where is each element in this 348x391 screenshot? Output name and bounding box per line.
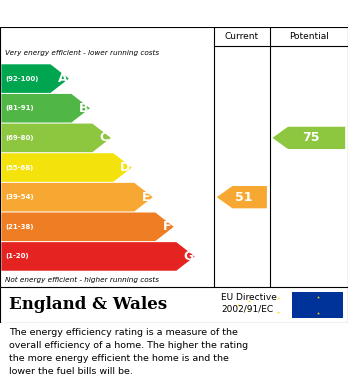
Polygon shape: [1, 212, 174, 241]
Text: B: B: [79, 102, 88, 115]
Text: (39-54): (39-54): [6, 194, 34, 200]
Text: Not energy efficient - higher running costs: Not energy efficient - higher running co…: [5, 277, 159, 283]
Text: Energy Efficiency Rating: Energy Efficiency Rating: [9, 6, 219, 21]
Text: 75: 75: [302, 131, 320, 144]
Text: Current: Current: [225, 32, 259, 41]
Text: G: G: [183, 250, 193, 263]
FancyBboxPatch shape: [292, 292, 343, 318]
Polygon shape: [1, 183, 153, 212]
Text: Potential: Potential: [289, 32, 329, 41]
Text: A: A: [58, 72, 67, 85]
Polygon shape: [1, 242, 195, 271]
Text: (69-80): (69-80): [6, 135, 34, 141]
Text: (1-20): (1-20): [6, 253, 29, 260]
Text: C: C: [100, 131, 109, 144]
Polygon shape: [1, 124, 111, 152]
Text: E: E: [142, 191, 151, 204]
Polygon shape: [217, 186, 267, 208]
Polygon shape: [272, 127, 345, 149]
Text: (55-68): (55-68): [6, 165, 34, 170]
Text: D: D: [120, 161, 130, 174]
Text: 51: 51: [236, 191, 253, 204]
Text: EU Directive
2002/91/EC: EU Directive 2002/91/EC: [221, 293, 277, 314]
Text: (21-38): (21-38): [6, 224, 34, 230]
Text: (92-100): (92-100): [6, 75, 39, 82]
Text: Very energy efficient - lower running costs: Very energy efficient - lower running co…: [5, 50, 159, 56]
Polygon shape: [1, 153, 132, 182]
Text: (81-91): (81-91): [6, 105, 34, 111]
Text: F: F: [163, 220, 172, 233]
Polygon shape: [1, 94, 90, 122]
Polygon shape: [1, 64, 69, 93]
Text: The energy efficiency rating is a measure of the
overall efficiency of a home. T: The energy efficiency rating is a measur…: [9, 328, 248, 376]
Text: England & Wales: England & Wales: [9, 296, 167, 314]
